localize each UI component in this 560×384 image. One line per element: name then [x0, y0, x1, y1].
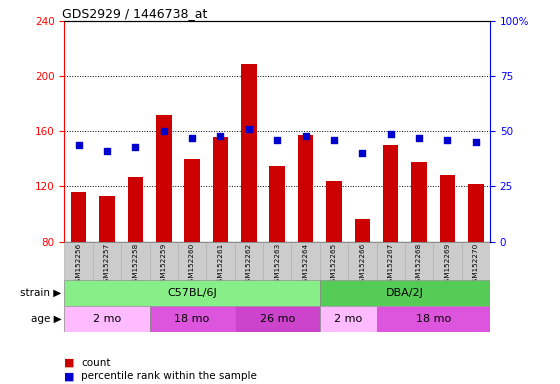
Bar	[241, 64, 256, 242]
Bar	[383, 145, 399, 242]
Bar	[235, 242, 263, 280]
Text: GSM152258: GSM152258	[132, 243, 138, 287]
Bar	[291, 242, 320, 280]
Text: GSM152263: GSM152263	[274, 243, 280, 287]
Point	[386, 131, 395, 137]
Text: GSM152262: GSM152262	[246, 243, 252, 287]
Text: percentile rank within the sample: percentile rank within the sample	[81, 371, 257, 381]
Bar	[298, 136, 314, 242]
Point	[443, 137, 452, 143]
Point	[472, 139, 480, 146]
Bar	[213, 137, 228, 242]
Bar	[263, 242, 291, 280]
Text: GSM152269: GSM152269	[445, 243, 450, 287]
Point	[159, 128, 168, 134]
Bar	[178, 242, 206, 280]
Bar	[64, 242, 93, 280]
Bar	[405, 242, 433, 280]
Bar	[348, 242, 376, 280]
Point	[188, 135, 197, 141]
Bar	[440, 175, 455, 242]
Text: GSM152264: GSM152264	[302, 243, 309, 287]
Bar	[320, 242, 348, 280]
Bar	[71, 192, 86, 242]
Bar	[411, 162, 427, 242]
Bar	[269, 166, 285, 242]
Text: 26 mo: 26 mo	[260, 314, 295, 324]
Text: age ▶: age ▶	[31, 314, 62, 324]
Point	[358, 150, 367, 156]
Bar	[93, 242, 121, 280]
Bar	[354, 220, 370, 242]
Bar	[376, 306, 490, 332]
Bar	[156, 115, 171, 242]
Text: GSM152257: GSM152257	[104, 243, 110, 287]
Text: GSM152256: GSM152256	[76, 243, 82, 287]
Bar	[320, 280, 490, 306]
Bar	[184, 159, 200, 242]
Text: GSM152261: GSM152261	[217, 243, 223, 287]
Text: 2 mo: 2 mo	[93, 314, 121, 324]
Point	[273, 137, 282, 143]
Text: DBA/2J: DBA/2J	[386, 288, 424, 298]
Text: GSM152267: GSM152267	[388, 243, 394, 287]
Text: 18 mo: 18 mo	[175, 314, 209, 324]
Bar	[99, 196, 115, 242]
Bar	[320, 306, 376, 332]
Text: GSM152268: GSM152268	[416, 243, 422, 287]
Point	[301, 132, 310, 139]
Bar	[121, 242, 150, 280]
Bar	[150, 242, 178, 280]
Bar	[461, 242, 490, 280]
Point	[216, 132, 225, 139]
Bar	[326, 181, 342, 242]
Bar	[376, 242, 405, 280]
Bar	[150, 306, 235, 332]
Bar	[235, 306, 320, 332]
Text: GSM152260: GSM152260	[189, 243, 195, 287]
Bar	[468, 184, 484, 242]
Point	[131, 144, 140, 150]
Text: GSM152270: GSM152270	[473, 243, 479, 287]
Text: C57BL/6J: C57BL/6J	[167, 288, 217, 298]
Text: GSM152266: GSM152266	[360, 243, 365, 287]
Text: GSM152259: GSM152259	[161, 243, 167, 287]
Point	[74, 141, 83, 147]
Bar	[64, 306, 150, 332]
Point	[414, 135, 423, 141]
Text: 18 mo: 18 mo	[416, 314, 451, 324]
Bar	[206, 242, 235, 280]
Point	[244, 126, 253, 132]
Bar	[128, 177, 143, 242]
Bar	[433, 242, 461, 280]
Text: GSM152265: GSM152265	[331, 243, 337, 287]
Text: GDS2929 / 1446738_at: GDS2929 / 1446738_at	[62, 7, 208, 20]
Text: strain ▶: strain ▶	[20, 288, 62, 298]
Point	[329, 137, 338, 143]
Text: ■: ■	[64, 371, 75, 381]
Bar	[64, 280, 320, 306]
Point	[102, 148, 111, 154]
Text: 2 mo: 2 mo	[334, 314, 362, 324]
Text: ■: ■	[64, 358, 75, 368]
Text: count: count	[81, 358, 111, 368]
